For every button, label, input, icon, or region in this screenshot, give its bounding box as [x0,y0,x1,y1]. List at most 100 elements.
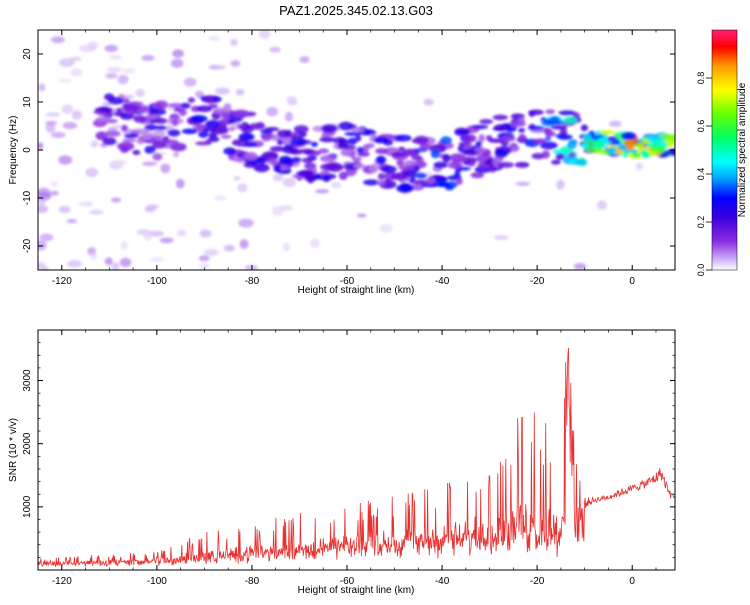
heatmap-cell [403,149,417,156]
heatmap-cell [425,177,436,184]
heatmap-cell [375,155,387,165]
heatmap-cell [89,253,98,260]
heatmap-cell [227,126,236,132]
bottom-x-label: Height of straight line (km) [298,585,415,596]
heatmap-cell [58,155,73,165]
heatmap-cell [319,136,336,143]
heatmap-cell [623,148,639,154]
heatmap-cell [581,143,590,149]
heatmap-cell [593,139,605,149]
heatmap-cell [347,137,358,145]
x-tick-label: -60 [340,576,355,587]
heatmap-cell [423,98,434,106]
heatmap-cell [373,136,389,144]
heatmap-cell [131,128,150,134]
heatmap-cell [402,171,418,178]
heatmap-cell [58,205,71,214]
x-tick-label: -40 [435,576,450,587]
top-y-label: Frequency (Hz) [8,116,19,185]
heatmap-cell [39,233,54,242]
heatmap-cell [658,133,675,139]
heatmap-cell [172,151,180,158]
heatmap-cell [220,134,232,139]
heatmap-cell [150,257,164,262]
heatmap-cell [541,150,550,159]
heatmap-cell [195,90,204,98]
heatmap-cell [430,149,441,159]
heatmap-cell [124,106,137,116]
heatmap-cell [230,60,241,67]
heatmap-cell [437,182,450,187]
heatmap-cell [635,162,644,171]
heatmap-cell [152,153,163,161]
heatmap-cell [161,139,179,144]
heatmap-cell [318,148,330,154]
heatmap-cell [470,172,485,179]
heatmap-cell [370,133,377,139]
heatmap-cell [375,148,388,155]
heatmap-cell [606,146,617,155]
heatmap-cell [198,130,209,138]
heatmap-cell [558,110,577,116]
heatmap-cell [111,124,123,130]
heatmap-cell [144,145,156,154]
heatmap-cell [272,173,284,182]
heatmap-cell [487,138,505,144]
heatmap-cell [477,157,487,163]
heatmap-cell [170,142,187,152]
x-tick-label: -40 [435,276,450,287]
heatmap-cell [160,163,171,174]
heatmap-cell [104,44,118,53]
heatmap-cell [307,175,315,184]
heatmap-cell [205,138,213,145]
heatmap-cell [551,159,561,165]
heatmap-cell [518,127,526,133]
heatmap-cell [117,74,129,85]
heatmap-cell [293,125,309,134]
heatmap-cell [50,36,66,44]
heatmap-cell [135,88,145,98]
heatmap-cell [95,116,111,122]
chart-title: PAZ1.2025.345.02.13.G03 [279,3,433,18]
heatmap-cell [471,124,489,130]
heatmap-cell [447,161,463,169]
heatmap-cell [533,138,547,144]
heatmap-cell [351,156,362,162]
heatmap-cell [344,131,362,137]
heatmap-cell [281,137,294,145]
heatmap-cell [442,153,451,163]
colorbar-label: Normalized spectral amplitude [737,82,748,217]
y-tick-label: -20 [22,238,33,253]
heatmap-cell [266,158,279,165]
heatmap-cell [202,127,217,132]
heatmap-cell [398,146,406,152]
heatmap-cell [85,167,98,178]
heatmap-cell [454,170,461,178]
heatmap-cell [550,116,560,123]
spectrogram-heatmap [38,30,675,270]
heatmap-cell [573,263,587,270]
heatmap-cell [146,204,160,210]
heatmap-cell [544,136,552,141]
heatmap-cell [110,197,122,203]
heatmap-cell [113,159,128,165]
heatmap-cell [646,142,663,148]
heatmap-cell [493,124,508,132]
x-tick-label: -20 [530,576,545,587]
heatmap-cell [414,172,428,179]
heatmap-cell [141,55,155,62]
x-tick-label: 0 [629,576,635,587]
colorbar-tick-label: 0.8 [696,72,706,85]
y-tick-label: 0 [22,147,33,153]
heatmap-cell [104,257,113,266]
heatmap-cell [89,210,104,215]
heatmap-cell [237,183,248,193]
bottom-y-axis: 1000 2000 3000 [22,342,675,558]
heatmap-cell [284,111,294,122]
y-tick-label: 10 [22,96,33,108]
heatmap-cell [171,118,179,127]
heatmap-cell [143,230,153,241]
heatmap-cell [238,218,254,228]
heatmap-cell [38,142,44,151]
